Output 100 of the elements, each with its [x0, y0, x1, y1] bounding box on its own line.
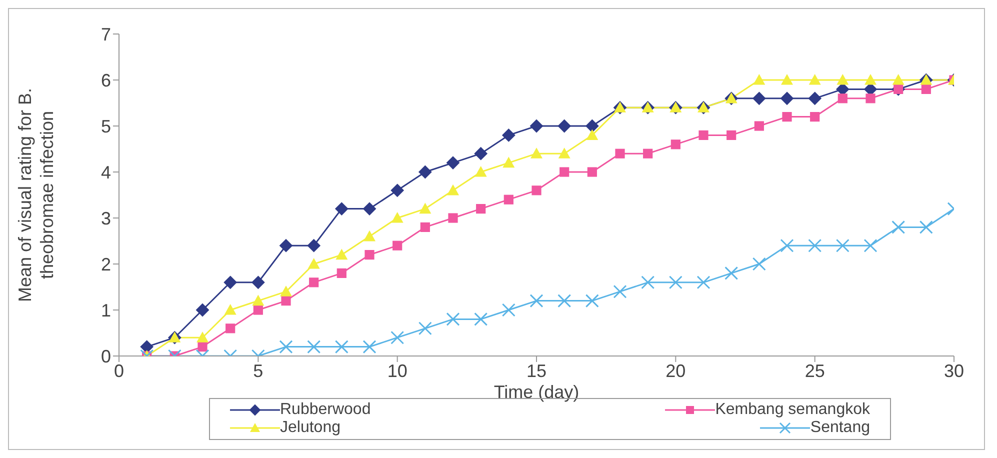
- point: [613, 284, 627, 298]
- x-tick-label: 15: [526, 360, 547, 381]
- point: [696, 276, 710, 290]
- point: [558, 120, 571, 132]
- point: [838, 94, 848, 104]
- point: [447, 184, 459, 196]
- legend-label: Jelutong: [280, 419, 340, 437]
- point: [586, 129, 598, 140]
- point: [836, 238, 850, 252]
- point: [530, 120, 543, 132]
- point: [196, 332, 208, 342]
- point: [279, 340, 293, 354]
- point: [532, 186, 542, 196]
- point: [585, 294, 599, 308]
- point: [364, 250, 374, 260]
- point: [558, 148, 570, 158]
- y-tick-label: 4: [100, 162, 111, 182]
- point: [752, 92, 766, 105]
- point: [307, 239, 320, 252]
- point: [781, 74, 793, 85]
- point: [280, 286, 292, 296]
- point: [726, 130, 736, 140]
- point: [252, 294, 264, 306]
- point: [504, 194, 514, 204]
- point: [390, 330, 404, 344]
- legend-label: Kembang semangkok: [715, 401, 870, 419]
- point: [502, 128, 516, 142]
- point: [362, 340, 376, 354]
- x-axis-title: Time (day): [494, 382, 580, 402]
- point: [808, 74, 821, 85]
- point: [641, 276, 655, 290]
- point: [336, 248, 348, 260]
- point: [502, 156, 515, 168]
- point: [587, 167, 597, 177]
- point: [392, 240, 402, 250]
- point: [420, 222, 430, 232]
- x-tick-label: 10: [387, 360, 408, 381]
- point: [808, 92, 822, 105]
- legend-label: Sentang: [810, 419, 870, 437]
- point: [866, 94, 876, 104]
- legend-label: Rubberwood: [280, 401, 371, 419]
- point: [530, 148, 542, 158]
- point: [724, 266, 738, 280]
- point: [224, 304, 236, 315]
- point: [364, 230, 376, 242]
- point: [391, 212, 404, 223]
- point: [836, 74, 849, 85]
- point: [446, 156, 460, 170]
- y-tick-label: 2: [100, 254, 111, 274]
- point: [418, 166, 432, 178]
- point: [140, 340, 154, 354]
- point: [334, 340, 348, 354]
- point: [643, 148, 653, 158]
- point: [530, 294, 544, 308]
- point: [502, 303, 516, 317]
- point: [474, 147, 488, 160]
- point: [476, 204, 486, 214]
- point: [754, 121, 764, 131]
- point: [198, 342, 208, 352]
- point: [668, 276, 682, 290]
- y-tick-label: 1: [100, 300, 111, 320]
- point: [474, 166, 487, 177]
- point: [281, 296, 291, 306]
- point: [782, 112, 792, 122]
- point: [919, 220, 933, 234]
- point: [474, 312, 488, 326]
- y-tick-label: 6: [100, 70, 111, 90]
- y-axis-title: Mean of visual rating for B. theobromae infection: [15, 88, 57, 302]
- point: [446, 312, 460, 326]
- point: [418, 322, 432, 336]
- point: [448, 213, 458, 223]
- point: [308, 258, 320, 269]
- point: [892, 74, 904, 85]
- point: [226, 324, 236, 334]
- point: [335, 202, 348, 216]
- point: [586, 120, 599, 132]
- x-tick-label: 5: [253, 360, 264, 381]
- y-tick-label: 7: [100, 24, 111, 44]
- point: [280, 239, 292, 252]
- x-tick-label: 20: [666, 360, 686, 381]
- point: [363, 202, 376, 216]
- point: [419, 202, 432, 214]
- y-tick-label: 3: [100, 208, 111, 228]
- x-tick-label: 30: [944, 360, 964, 381]
- y-tick-label: 0: [100, 346, 111, 366]
- point: [336, 268, 346, 278]
- point: [560, 167, 570, 177]
- point: [921, 84, 931, 94]
- point: [892, 220, 906, 234]
- point: [780, 238, 794, 252]
- x-tick-label: 0: [114, 360, 124, 381]
- x-tick-label: 25: [804, 360, 825, 381]
- point: [252, 276, 265, 289]
- point: [670, 140, 680, 150]
- point: [309, 278, 319, 288]
- point: [224, 276, 237, 289]
- point: [698, 130, 708, 140]
- point: [808, 238, 822, 252]
- point: [780, 92, 794, 105]
- point: [615, 148, 625, 158]
